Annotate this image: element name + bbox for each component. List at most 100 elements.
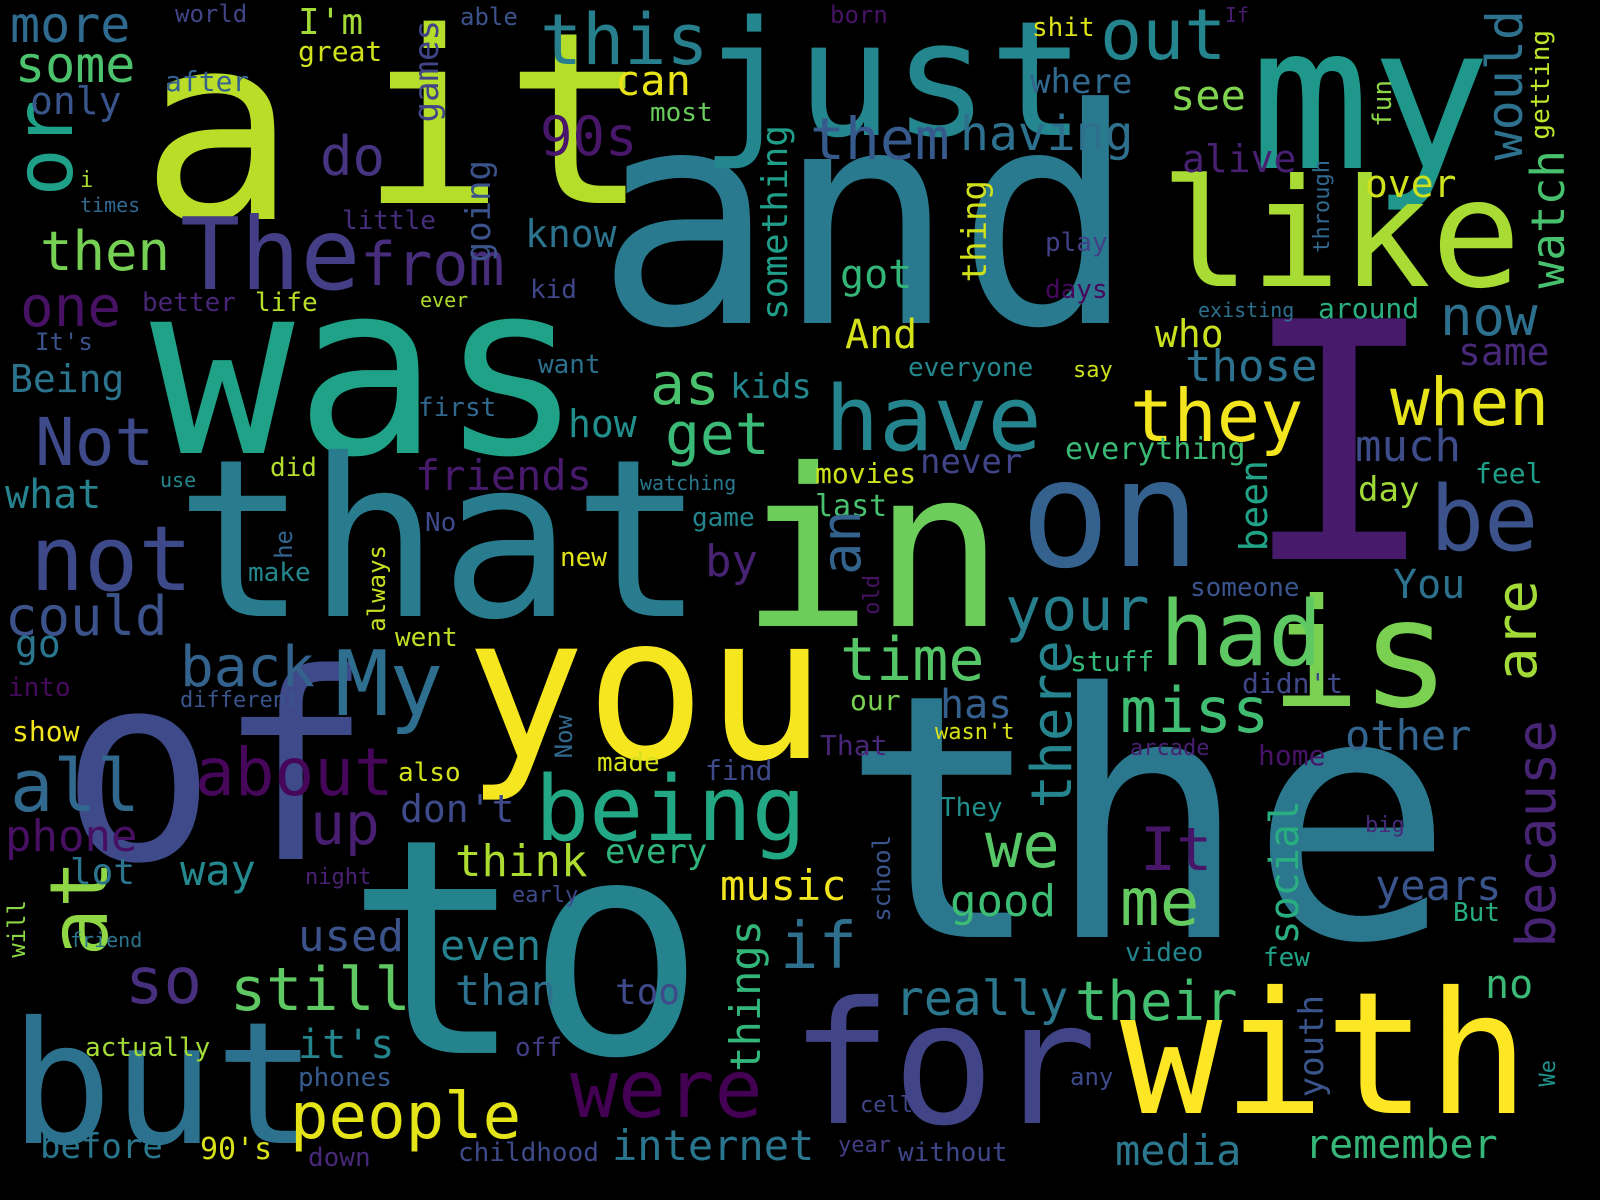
word: so <box>125 945 203 1019</box>
word: youth <box>1292 995 1332 1098</box>
word: more <box>10 0 131 54</box>
word: see <box>1170 71 1246 120</box>
word: stuff <box>1070 645 1155 678</box>
word: ever <box>420 288 469 312</box>
word: my <box>1250 0 1491 216</box>
word: didn't <box>1242 667 1344 700</box>
word: of <box>60 619 374 921</box>
word: someone <box>1190 573 1300 603</box>
word: social <box>1262 800 1308 945</box>
word: all <box>10 744 141 828</box>
word: the <box>840 622 1455 1018</box>
word: being <box>535 757 806 862</box>
word: any <box>1070 1063 1114 1091</box>
word: as <box>650 350 720 418</box>
word: way <box>180 846 256 895</box>
word: could <box>5 585 168 648</box>
word: find <box>705 754 773 787</box>
word: got <box>840 252 913 298</box>
word: go <box>15 622 61 666</box>
word: day <box>1358 470 1420 510</box>
word: through <box>1310 160 1335 253</box>
word: were <box>570 1043 763 1136</box>
word: Not <box>35 404 155 481</box>
word: times <box>80 193 141 217</box>
word: friend <box>70 928 143 952</box>
word: are <box>1485 580 1550 682</box>
word: kids <box>730 367 812 407</box>
word: The <box>180 196 361 313</box>
word: 90's <box>200 1132 273 1167</box>
word: want <box>538 350 601 380</box>
word: most <box>650 98 713 128</box>
word: about <box>195 734 394 811</box>
word: it <box>360 0 649 260</box>
word: first <box>418 393 497 423</box>
word: like <box>1160 148 1522 322</box>
word: night <box>305 865 372 890</box>
word: shit <box>1032 13 1095 43</box>
word: even <box>440 921 542 970</box>
word: few <box>1263 943 1310 973</box>
word: cell <box>860 1093 913 1118</box>
word: school <box>868 835 896 922</box>
word: think <box>455 836 588 887</box>
word: that <box>175 412 705 668</box>
word: has <box>940 682 1013 728</box>
word: been <box>1232 460 1276 552</box>
word: without <box>898 1138 1008 1168</box>
word: remember <box>1305 1122 1498 1168</box>
word: alive <box>1182 137 1297 181</box>
word: big <box>1365 813 1405 838</box>
word: then <box>40 220 171 283</box>
word: things <box>721 920 770 1072</box>
word: from <box>360 230 505 300</box>
word: feel <box>1475 457 1543 490</box>
word: old <box>860 575 885 615</box>
word: internet <box>612 1121 815 1170</box>
word: by <box>705 536 758 587</box>
word: phone <box>5 811 138 862</box>
word: out <box>1100 0 1227 76</box>
word: every <box>605 832 708 872</box>
word: off <box>515 1033 562 1063</box>
word: days <box>1045 275 1108 305</box>
word: will <box>3 900 31 958</box>
word: video <box>1125 938 1204 968</box>
word: music <box>720 861 847 910</box>
word: people <box>290 1080 522 1154</box>
word: just <box>700 0 1086 173</box>
word: because <box>1505 720 1568 948</box>
word: now <box>1440 285 1538 348</box>
word: an <box>810 510 873 576</box>
word: one <box>20 275 122 340</box>
word: make <box>248 558 311 588</box>
word: also <box>398 758 461 788</box>
word: If <box>1225 3 1250 27</box>
word: they <box>1130 374 1304 458</box>
word: he <box>270 530 298 559</box>
word: watch <box>1521 150 1575 289</box>
word: really <box>895 971 1069 1027</box>
word: i <box>80 168 94 193</box>
word: My <box>335 632 444 737</box>
word: know <box>525 212 617 256</box>
word: back <box>180 635 315 700</box>
word: home <box>1258 739 1326 772</box>
word: phones <box>298 1063 392 1093</box>
word: You <box>1393 562 1466 608</box>
word: after <box>165 65 250 98</box>
word: other <box>1345 711 1472 760</box>
word: years <box>1375 861 1502 910</box>
word: have <box>825 367 1042 472</box>
word: I'm <box>298 2 364 43</box>
word: early <box>512 883 579 908</box>
word: this <box>540 0 709 81</box>
word: on <box>1020 428 1201 602</box>
word: down <box>308 1143 371 1173</box>
word: show <box>12 715 80 748</box>
word: use <box>160 468 197 492</box>
word: still <box>230 955 411 1025</box>
word: game <box>692 503 755 533</box>
word: actually <box>85 1033 211 1063</box>
